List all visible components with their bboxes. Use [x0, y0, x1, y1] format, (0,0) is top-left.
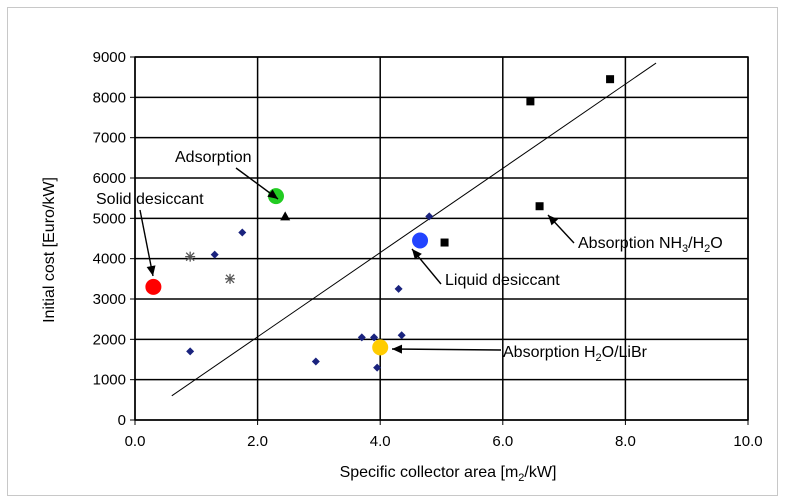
chart-frame: 0.0 2.0 4.0 6.0 8.0 10.0 0 1000 2000 3000 4000 500…	[7, 7, 778, 496]
y-tick-label: 6000	[93, 170, 126, 187]
arrow-head	[412, 249, 422, 260]
plot-area	[134, 56, 749, 421]
y-tick-label: 4000	[93, 251, 126, 268]
highlight-point	[372, 339, 389, 356]
star-stroke	[185, 252, 195, 262]
arrow-liquid-desiccant	[411, 248, 442, 285]
diamond-point	[311, 357, 320, 366]
arrow-shaft	[391, 348, 502, 351]
arrow-head	[392, 344, 403, 354]
x-tick-label: 6.0	[492, 433, 513, 450]
annotation-arrows	[139, 167, 575, 354]
y-axis-label: Initial cost [Euro/kW]	[41, 177, 58, 323]
y-tick-label: 8000	[93, 89, 126, 106]
x-tick-label: 8.0	[615, 433, 636, 450]
square-point	[606, 75, 615, 84]
arrow-adsorption	[235, 167, 279, 200]
star-stroke	[225, 274, 235, 284]
x-tick-label: 2.0	[247, 433, 268, 450]
arrow-head	[267, 189, 278, 199]
trend-line	[171, 62, 657, 397]
square-point	[535, 202, 544, 211]
data-points	[145, 75, 615, 372]
y-tick-label: 7000	[93, 130, 126, 147]
x-tick-label: 10.0	[733, 433, 762, 450]
diamond-point	[425, 212, 434, 221]
x-axis-ticks: 0.0 2.0 4.0 6.0 8.0 10.0	[125, 420, 763, 450]
y-tick-label: 3000	[93, 291, 126, 308]
arrow-absorption-libr	[391, 344, 502, 354]
label-solid-desiccant: Solid desiccant	[96, 191, 204, 208]
y-tick-label: 9000	[93, 49, 126, 66]
x-tick-label: 4.0	[370, 433, 391, 450]
diamond-point	[394, 284, 403, 293]
diamond-point	[397, 331, 406, 340]
y-tick-label: 2000	[93, 331, 126, 348]
scatter-chart: 0.0 2.0 4.0 6.0 8.0 10.0 0 1000 2000 3000 4000 500…	[41, 49, 763, 484]
diamond-point	[373, 363, 382, 372]
star-point	[185, 251, 196, 262]
x-tick-label: 0.0	[125, 433, 146, 450]
diamond-point	[210, 250, 219, 259]
diamond-point	[357, 333, 366, 342]
y-tick-label: 5000	[93, 210, 126, 227]
diamond-point	[186, 347, 195, 356]
arrow-solid-desiccant	[139, 209, 156, 277]
arrow-head	[146, 265, 156, 276]
triangle-point	[280, 211, 291, 221]
arrow-head	[548, 215, 559, 226]
y-tick-label: 0	[118, 412, 126, 429]
y-axis-ticks: 0 1000 2000 3000 4000 5000 6000 7000 8000 9000	[93, 49, 135, 429]
label-absorption-h2o-libr: Absorption H2O/LiBr	[503, 344, 648, 364]
x-axis-label: Specific collector area [m2/kW]	[340, 464, 557, 484]
square-point	[440, 238, 449, 247]
diamond-point	[238, 228, 247, 237]
label-adsorption: Adsorption	[175, 149, 252, 166]
square-point	[526, 97, 535, 106]
label-absorption-nh3-h2o: Absorption NH3/H2O	[578, 235, 723, 255]
label-liquid-desiccant: Liquid desiccant	[445, 272, 560, 289]
diamond-point	[370, 333, 379, 342]
highlight-point	[412, 232, 429, 249]
star-point	[225, 273, 236, 284]
arrow-absorption-nh3	[547, 214, 575, 244]
highlight-point	[145, 278, 162, 295]
y-tick-label: 1000	[93, 372, 126, 389]
arrow-shaft	[139, 209, 154, 277]
